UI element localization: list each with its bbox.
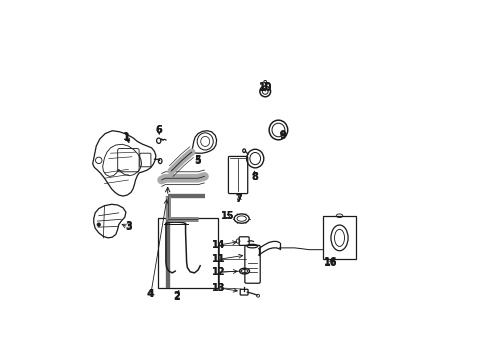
- Text: 11: 11: [212, 254, 225, 264]
- Text: 4: 4: [147, 289, 154, 298]
- Text: 14: 14: [212, 240, 225, 250]
- Text: 1: 1: [123, 133, 130, 143]
- Ellipse shape: [97, 223, 101, 226]
- Text: 12: 12: [212, 267, 225, 277]
- Text: 13: 13: [212, 283, 225, 293]
- Text: 7: 7: [235, 194, 242, 204]
- Text: 15: 15: [221, 211, 234, 221]
- Text: 5: 5: [194, 156, 200, 166]
- Text: 6: 6: [155, 125, 162, 135]
- Text: 3: 3: [125, 222, 131, 232]
- Bar: [323, 216, 355, 258]
- Text: 9: 9: [279, 131, 286, 141]
- Text: 10: 10: [259, 82, 272, 92]
- Text: 10: 10: [258, 83, 271, 93]
- Text: 5: 5: [194, 156, 200, 165]
- Text: 4: 4: [146, 289, 153, 298]
- Text: 2: 2: [173, 292, 180, 302]
- Text: 9: 9: [279, 130, 286, 140]
- Text: 1: 1: [123, 132, 130, 142]
- Text: 13: 13: [212, 283, 225, 293]
- Text: 7: 7: [235, 194, 242, 203]
- Text: 6: 6: [155, 125, 162, 135]
- Text: 3: 3: [125, 221, 131, 231]
- Text: 16: 16: [323, 257, 336, 267]
- Text: 12: 12: [212, 267, 225, 277]
- Text: 2: 2: [173, 291, 180, 301]
- Text: 16: 16: [324, 258, 337, 268]
- Text: 15: 15: [221, 211, 234, 221]
- Text: 8: 8: [250, 172, 257, 182]
- Text: 11: 11: [212, 254, 225, 264]
- Text: 14: 14: [212, 240, 225, 250]
- Bar: [158, 218, 218, 288]
- Text: 8: 8: [251, 172, 258, 182]
